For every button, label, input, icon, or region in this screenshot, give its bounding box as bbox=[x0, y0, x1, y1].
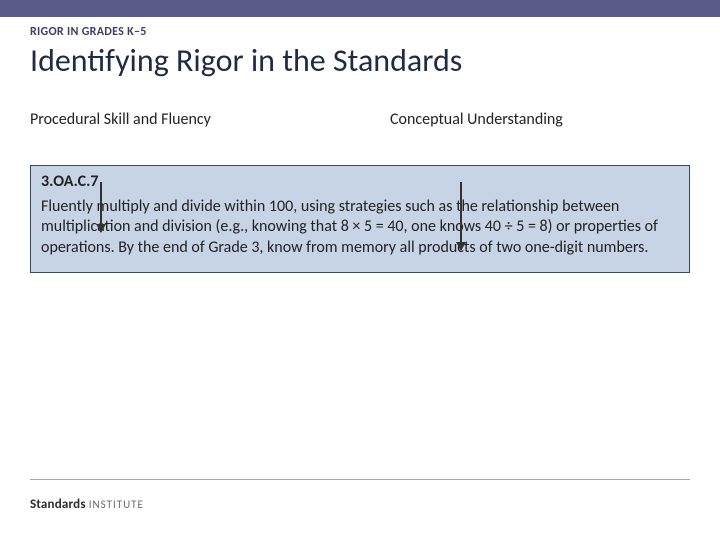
brand-logo: StandardsINSTITUTE bbox=[30, 497, 144, 512]
page-title: Identifying Rigor in the Standards bbox=[30, 41, 690, 80]
column-labels: Procedural Skill and Fluency Conceptual … bbox=[30, 110, 690, 129]
logo-sub: INSTITUTE bbox=[89, 498, 144, 511]
col-left: Procedural Skill and Fluency bbox=[30, 110, 360, 129]
slide-content: RIGOR IN GRADES K–5 Identifying Rigor in… bbox=[0, 25, 720, 273]
logo-brand: Standards bbox=[30, 497, 86, 512]
standard-body: Fluently multiply and divide within 100,… bbox=[41, 197, 679, 258]
standard-code: 3.OA.C.7 bbox=[41, 172, 679, 191]
col-right: Conceptual Understanding bbox=[360, 110, 690, 129]
label-procedural: Procedural Skill and Fluency bbox=[30, 110, 211, 129]
standard-box: 3.OA.C.7 Fluently multiply and divide wi… bbox=[30, 165, 690, 273]
arrow-down-icon bbox=[100, 182, 102, 232]
eyebrow-text: RIGOR IN GRADES K–5 bbox=[30, 25, 690, 39]
label-conceptual: Conceptual Understanding bbox=[390, 110, 563, 129]
arrow-down-icon bbox=[460, 182, 462, 250]
footer-divider bbox=[30, 479, 690, 480]
top-stripe bbox=[0, 0, 720, 17]
